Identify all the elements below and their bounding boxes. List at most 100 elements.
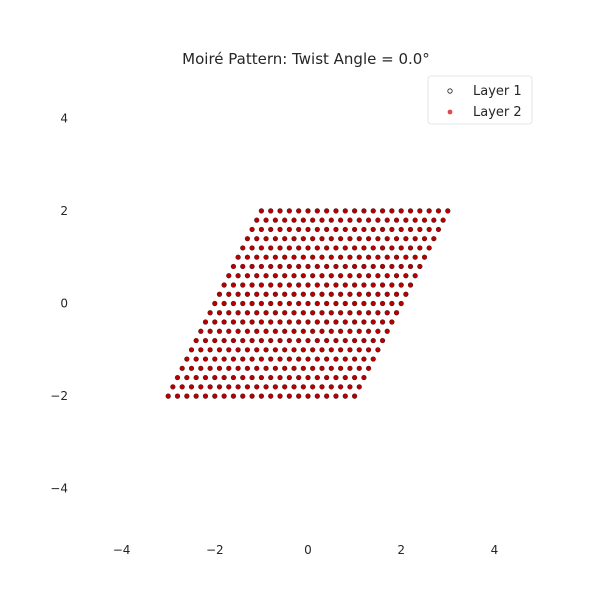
x-axis: −4 −2 0 2 4 [113,543,498,557]
lattice-point [296,264,301,269]
lattice-point [301,273,306,279]
lattice-point [221,301,227,306]
lattice-point [310,328,315,334]
lattice-point [203,356,208,362]
lattice-point [259,245,264,251]
lattice-point [217,347,222,353]
lattice-point [305,264,311,269]
lattice-point [245,310,250,316]
lattice-point [184,393,190,399]
lattice-point [231,375,236,380]
lattice-point [319,384,325,390]
lattice-point [203,393,208,399]
lattice-point [296,338,301,343]
lattice-point [403,291,409,297]
lattice-point [380,338,385,343]
lattice-point [347,328,353,334]
lattice-point [221,319,227,325]
legend-label-layer-2: Layer 2 [473,105,522,120]
lattice-point [198,384,204,390]
lattice-point [426,227,432,232]
lattice-point [329,310,334,316]
lattice-point [347,347,353,353]
lattice-point [380,208,385,214]
lattice-point [287,301,292,306]
lattice-point [305,227,311,232]
lattice-point [287,245,292,251]
lattice-point [394,291,399,297]
lattice-point [440,217,446,223]
y-tick-label: 4 [60,111,68,125]
lattice-point [389,282,395,288]
lattice-point [352,264,357,269]
lattice-point [221,338,227,343]
lattice-point [291,236,297,241]
lattice-point [263,291,269,297]
lattice-point [319,217,325,223]
lattice-point [329,347,334,353]
lattice-point [263,384,269,390]
lattice-point [315,356,320,362]
lattice-point [296,375,301,380]
lattice-point [361,301,367,306]
lattice-point [245,328,250,334]
lattice-point [291,310,297,316]
lattice-point [226,384,232,390]
lattice-point [198,347,204,353]
lattice-point [254,254,260,260]
lattice-point [389,227,395,232]
lattice-point [268,393,274,399]
lattice-point [342,356,348,362]
lattice-point [277,301,283,306]
lattice-point [268,227,274,232]
lattice-point [329,273,334,279]
lattice-point [277,245,283,251]
lattice-point [329,254,334,260]
lattice-point [347,217,353,223]
lattice-point [203,319,208,325]
lattice-point [184,375,190,380]
lattice-point [370,208,376,214]
lattice-point [342,301,348,306]
lattice-point [254,273,260,279]
lattice-point [301,347,306,353]
x-tick-label: 4 [491,543,499,557]
lattice-point [324,227,329,232]
lattice-point [310,366,315,371]
lattice-point [301,310,306,316]
lattice-point [370,319,376,325]
lattice-point [356,254,362,260]
lattice-point [217,291,222,297]
lattice-point [384,254,390,260]
lattice-point [384,291,390,297]
lattice-point [319,254,325,260]
lattice-point [380,282,385,288]
lattice-point [277,208,283,214]
lattice-point [287,338,292,343]
lattice-point [361,208,367,214]
lattice-point [249,356,255,362]
lattice-point [319,310,325,316]
lattice-point [394,273,399,279]
lattice-point [352,375,357,380]
lattice-point [259,208,264,214]
lattice-point [324,375,329,380]
lattice-point [245,347,250,353]
lattice-point [207,310,213,316]
lattice-point [207,347,213,353]
lattice-point [403,217,409,223]
lattice-point [310,273,315,279]
lattice-point [352,356,357,362]
y-axis: −4 −2 0 2 4 [50,111,68,495]
lattice-point [324,338,329,343]
lattice-point [235,254,241,260]
lattice-point [384,310,390,316]
lattice-point [352,319,357,325]
lattice-point [259,393,264,399]
lattice-point [179,384,185,390]
lattice-point [338,310,343,316]
lattice-point [235,328,241,334]
lattice-point [431,236,437,241]
lattice-point [380,264,385,269]
